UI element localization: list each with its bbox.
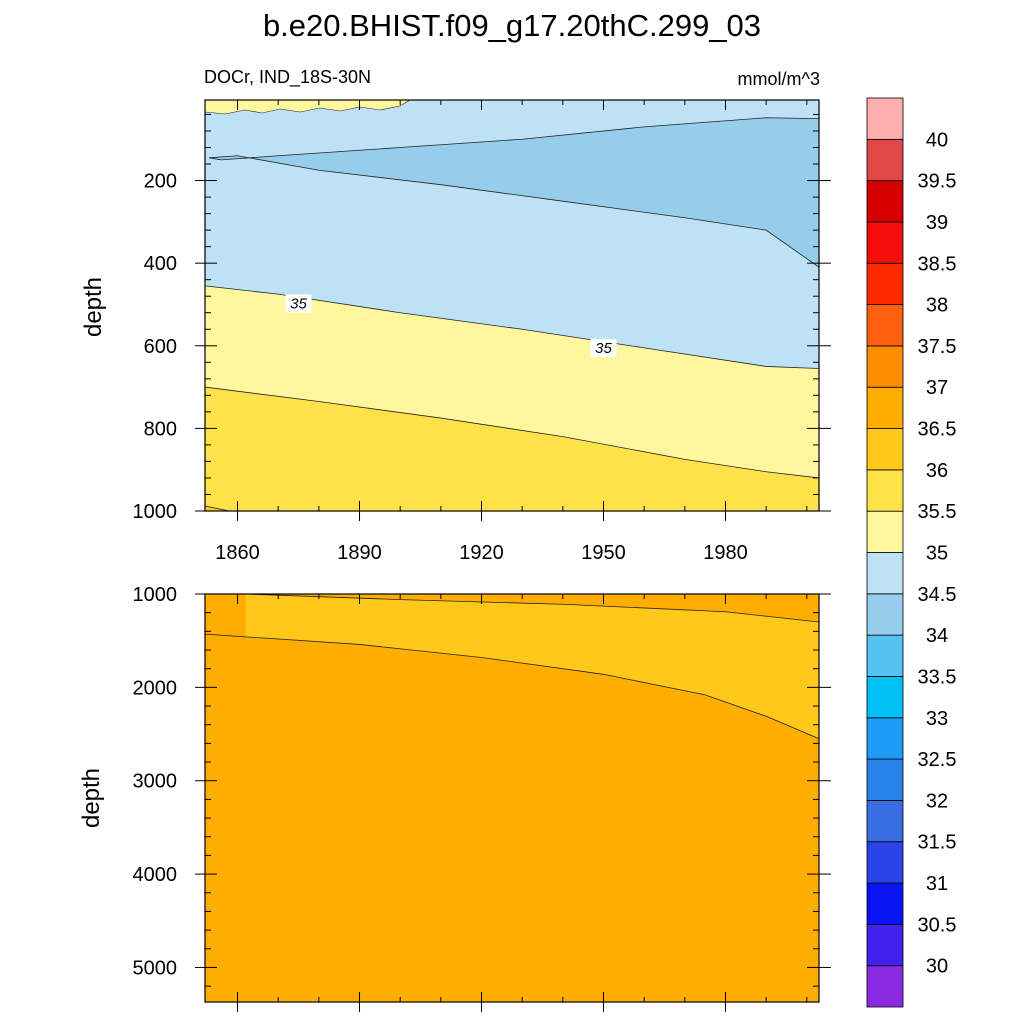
upper-region-35.5: [205, 387, 819, 511]
x-tick-label: 1950: [581, 542, 626, 564]
colorbar-swatch: [866, 304, 904, 347]
colorbar-swatch: [866, 965, 904, 1008]
colorbar-label: 30.5: [918, 914, 957, 936]
lower-contour-line-36.5: [205, 633, 819, 740]
colorbar-swatch: [866, 428, 904, 471]
colorbar-swatch: [866, 923, 904, 967]
colorbar-label: 36.5: [918, 419, 957, 441]
colorbar-label: 40: [926, 129, 948, 151]
upper-plot-frame: [204, 99, 820, 512]
y-tick-label: 200: [144, 171, 177, 193]
upper-region-34: [209, 117, 819, 268]
y-tick-label: 4000: [133, 864, 178, 886]
colorbar-label: 33.5: [918, 666, 957, 688]
colorbar-label: 37: [926, 377, 948, 399]
colorbar-label: 32: [926, 790, 948, 812]
y-tick-label: 600: [144, 336, 177, 358]
y-tick-label: 1000: [133, 501, 178, 523]
y-tick-label: 1000: [133, 584, 178, 606]
colorbar: 30 30.5 31 31.5 32 32.5 33 33.5 34 34.5 35 35.5 36 36…: [866, 97, 957, 1008]
x-tick-label: 1890: [337, 542, 382, 564]
lower-region-36.5: [205, 634, 819, 1002]
colorbar-swatch: [866, 634, 904, 677]
lower-y-axis-label: depth: [78, 768, 105, 828]
upper-contour-line-34: [208, 117, 819, 268]
colorbar-label: 31.5: [918, 832, 957, 854]
colorbar-label: 39: [926, 212, 948, 234]
colorbar-label: 35.5: [918, 501, 957, 523]
x-tick-label: 1920: [459, 542, 504, 564]
colorbar-swatch: [866, 593, 904, 636]
y-tick-label: 800: [144, 418, 177, 440]
y-tick-label: 2000: [133, 677, 178, 699]
subtitle-left: DOCr, IND_18S-30N: [204, 67, 371, 88]
colorbar-label: 37.5: [918, 336, 957, 358]
colorbar-swatch: [866, 97, 904, 140]
y-tick-label: 3000: [133, 771, 178, 793]
colorbar-swatch: [866, 676, 904, 719]
colorbar-swatch: [866, 469, 904, 512]
colorbar-label: 39.5: [918, 171, 957, 193]
upper-surface-patch: [205, 100, 411, 115]
lower-contour-line-36: [245, 594, 819, 623]
colorbar-label: 34.5: [918, 584, 957, 606]
contour-label-0: 35: [290, 295, 307, 312]
subtitle-right: mmol/m^3: [738, 69, 820, 89]
upper-plot: 35 35 1860 1890 1920 1950 1980 200 400 600 800 100…: [80, 99, 831, 564]
colorbar-swatch: [866, 552, 904, 595]
colorbar-swatch: [866, 717, 904, 760]
colorbar-swatch: [866, 841, 904, 884]
colorbar-swatch: [866, 386, 904, 429]
upper-contour-line-36: [205, 505, 230, 511]
colorbar-swatch: [866, 221, 904, 264]
colorbar-swatch: [866, 138, 904, 182]
lower-plot-frame: [204, 593, 820, 1003]
colorbar-swatch: [866, 345, 904, 388]
upper-contour-fills: 35 35: [205, 100, 819, 511]
colorbar-swatch: [866, 180, 904, 223]
colorbar-swatch: [866, 510, 904, 553]
upper-axis-ticks: 1860 1890 1920 1950 1980 200 400 600 800 1000: [133, 100, 831, 564]
x-tick-label: 1860: [215, 542, 260, 564]
lower-axis-ticks: 1000 2000 3000 4000 5000: [133, 584, 831, 1012]
colorbar-label: 34: [926, 625, 948, 647]
lower-contour-fills: [205, 594, 819, 1002]
contour-label-bg-1: [590, 339, 617, 358]
colorbar-label: 31: [926, 873, 948, 895]
upper-contour-line-35: [205, 285, 819, 369]
y-tick-label: 5000: [133, 957, 178, 979]
colorbar-swatch: [866, 758, 904, 801]
colorbar-label: 35: [926, 543, 948, 565]
colorbar-label: 38: [926, 295, 948, 317]
colorbar-swatch: [866, 882, 904, 925]
upper-region-36: [205, 506, 230, 511]
x-tick-label: 1980: [703, 542, 748, 564]
contour-label-1: 35: [595, 340, 612, 357]
colorbar-label: 36: [926, 460, 948, 482]
colorbar-label: 33: [926, 708, 948, 730]
lower-plot: 1000 2000 3000 4000 5000 depth: [78, 584, 831, 1012]
colorbar-swatch: [866, 262, 904, 305]
colorbar-swatch: [866, 800, 904, 843]
upper-y-axis-label: depth: [80, 277, 107, 337]
colorbar-label: 30: [926, 956, 948, 978]
upper-contour-line-35.5: [205, 386, 819, 479]
colorbar-label: 38.5: [918, 253, 957, 275]
contour-label-bg-0: [285, 294, 312, 313]
main-title: b.e20.BHIST.f09_g17.20thC.299_03: [263, 8, 761, 43]
colorbar-label: 32.5: [918, 749, 957, 771]
y-tick-label: 400: [144, 253, 177, 275]
